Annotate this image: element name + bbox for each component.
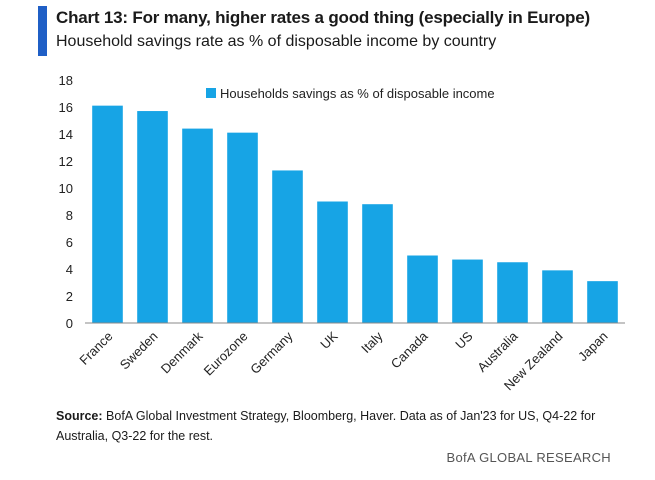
y-axis: 0 2 4 6 8 10 12 14 16 18 — [59, 73, 73, 331]
x-tick-label: Canada — [388, 328, 431, 371]
title-accent-bar — [38, 6, 47, 56]
x-tick-label: Japan — [575, 329, 611, 365]
bar-sweden — [137, 111, 168, 323]
chart-subtitle: Household savings rate as % of disposabl… — [56, 33, 497, 50]
bar-australia — [497, 262, 528, 323]
y-tick-label: 18 — [59, 73, 73, 88]
brand-label: BofA GLOBAL RESEARCH — [446, 450, 611, 465]
bar-canada — [407, 255, 438, 323]
bar-denmark — [182, 128, 213, 323]
chart-title: Chart 13: For many, higher rates a good … — [56, 8, 590, 27]
legend-swatch — [206, 88, 216, 98]
bar-japan — [587, 281, 618, 323]
x-tick-label: Germany — [247, 328, 296, 377]
x-tick-label: UK — [317, 328, 341, 352]
y-tick-label: 14 — [59, 127, 73, 142]
y-tick-label: 6 — [66, 235, 73, 250]
x-tick-label: Eurozone — [201, 329, 251, 379]
legend: Households savings as % of disposable in… — [206, 86, 495, 101]
y-tick-label: 4 — [66, 262, 73, 277]
x-tick-label: Australia — [474, 328, 521, 375]
bar-new-zealand — [542, 270, 573, 323]
source-text: BofA Global Investment Strategy, Bloombe… — [56, 409, 596, 443]
x-tick-label: US — [452, 328, 476, 352]
legend-label: Households savings as % of disposable in… — [220, 86, 495, 101]
bar-italy — [362, 204, 393, 323]
bar-chart: 0 2 4 6 8 10 12 14 16 18 France SwedenDenmarkEuroz… — [59, 73, 625, 393]
bar-uk — [317, 201, 348, 323]
x-tick-label: Denmark — [158, 328, 206, 376]
x-tick-label: France — [76, 329, 115, 368]
bar-germany — [272, 170, 303, 323]
y-tick-label: 2 — [66, 289, 73, 304]
bar-france — [92, 105, 123, 324]
x-tick-label: Sweden — [117, 329, 161, 373]
y-tick-label: 12 — [59, 154, 73, 169]
y-tick-label: 0 — [66, 316, 73, 331]
y-tick-label: 10 — [59, 181, 73, 196]
source-label: Source: — [56, 409, 103, 423]
x-tick-label: Italy — [358, 328, 386, 356]
source-note: Source: BofA Global Investment Strategy,… — [56, 406, 626, 446]
y-tick-label: 16 — [59, 100, 73, 115]
bar-us — [452, 259, 483, 323]
y-tick-label: 8 — [66, 208, 73, 223]
bars — [92, 105, 618, 324]
bar-eurozone — [227, 132, 258, 323]
